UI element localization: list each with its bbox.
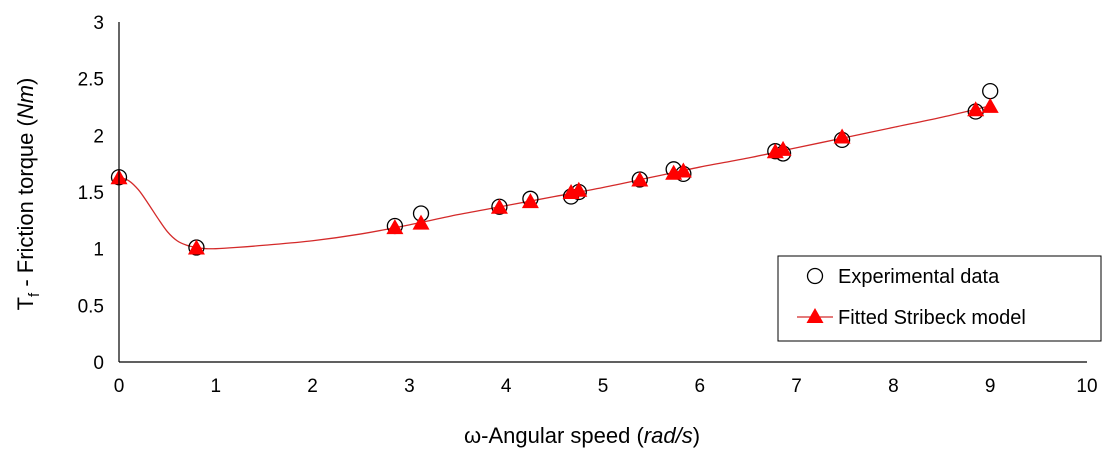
x-tick-label: 4: [501, 376, 512, 397]
y-tick-label: 2.5: [78, 70, 104, 91]
fitted-point: [981, 97, 999, 113]
x-tick-label: 5: [598, 376, 609, 397]
fitted-point: [833, 128, 851, 144]
x-tick-label: 6: [695, 376, 706, 397]
fitted-point: [570, 181, 588, 197]
y-tick-label: 0: [93, 353, 104, 374]
y-axis-title: Tf - Friction torque (Nm): [13, 78, 43, 311]
x-tick-label: 1: [211, 376, 222, 397]
legend: Experimental data Fitted Stribeck model: [777, 255, 1102, 342]
axes: [118, 22, 1087, 363]
y-tick-label: 1.5: [78, 183, 104, 204]
legend-triangle-marker: [806, 308, 824, 323]
x-tick-label: 3: [404, 376, 415, 397]
plot-area: [110, 82, 999, 256]
fitted-point: [631, 171, 649, 187]
x-tick-label: 7: [791, 376, 802, 397]
legend-label-fitted: Fitted Stribeck model: [838, 307, 1026, 329]
x-tick-label: 0: [114, 376, 125, 397]
fitted-model-line: [118, 105, 991, 250]
y-tick-label: 3: [93, 13, 104, 34]
x-tick-label: 10: [1076, 376, 1097, 397]
y-tick-label: 2: [93, 126, 104, 147]
y-tick-label: 0.5: [78, 296, 104, 317]
fitted-point: [521, 193, 539, 209]
experimental-point: [982, 82, 999, 100]
legend-label-experimental: Experimental data: [838, 266, 1000, 288]
legend-circle-marker: [806, 267, 824, 285]
fitted-point: [774, 140, 792, 156]
tick-labels: 0 1 2 3 4 5 6 7 8 9 10 0 0.5 1 1.5 2 2.5 3: [78, 13, 1098, 397]
legend-box: [777, 255, 1102, 342]
fitted-point: [187, 239, 205, 255]
x-tick-label: 2: [307, 376, 318, 397]
fitted-point: [967, 101, 985, 117]
fitted-point: [412, 214, 430, 230]
fitted-point: [386, 219, 404, 235]
x-axis-title: ω-Angular speed (rad/s): [464, 423, 700, 448]
x-tick-label: 8: [888, 376, 899, 397]
x-tick-label: 9: [985, 376, 996, 397]
y-tick-label: 1: [93, 240, 104, 261]
fitted-point: [674, 162, 692, 178]
fitted-point: [490, 198, 508, 214]
